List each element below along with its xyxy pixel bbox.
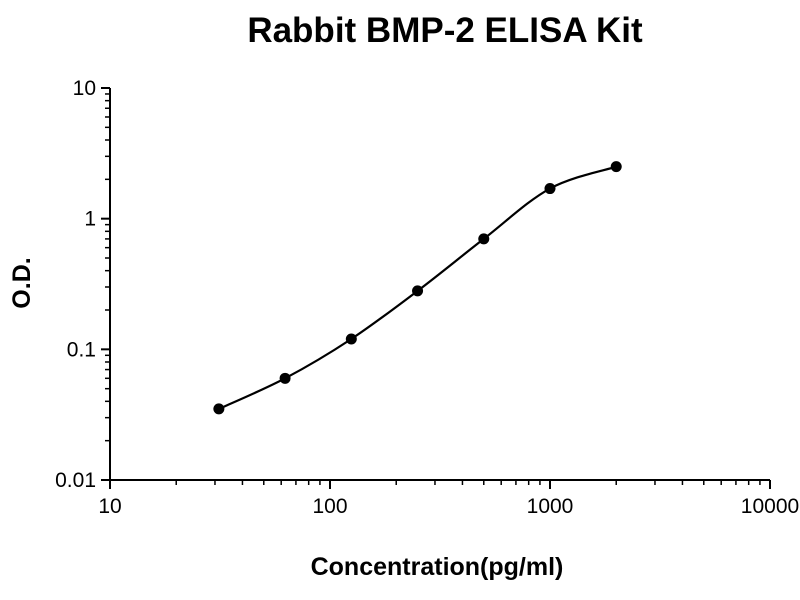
y-tick-label: 0.1 <box>67 338 96 361</box>
data-point <box>279 372 291 384</box>
y-tick-label: 1 <box>84 208 96 231</box>
data-point <box>544 183 556 195</box>
y-tick-label: 10 <box>73 77 96 100</box>
y-tick-label: 0.01 <box>55 469 96 492</box>
x-tick-label: 10000 <box>741 495 799 518</box>
y-axis-label: O.D. <box>8 257 36 308</box>
x-tick-label: 100 <box>312 495 347 518</box>
x-tick-label: 10 <box>98 495 121 518</box>
chart-title: Rabbit BMP-2 ELISA Kit <box>247 11 643 50</box>
data-point <box>478 233 490 245</box>
data-point <box>412 285 424 297</box>
plot-area: 10 100 1000 10000 0.01 0.1 1 10 <box>55 77 799 518</box>
data-point <box>213 403 225 415</box>
data-point <box>345 333 357 345</box>
data-point <box>610 161 622 173</box>
x-axis-label: Concentration(pg/ml) <box>311 553 564 581</box>
x-tick-label: 1000 <box>527 495 574 518</box>
